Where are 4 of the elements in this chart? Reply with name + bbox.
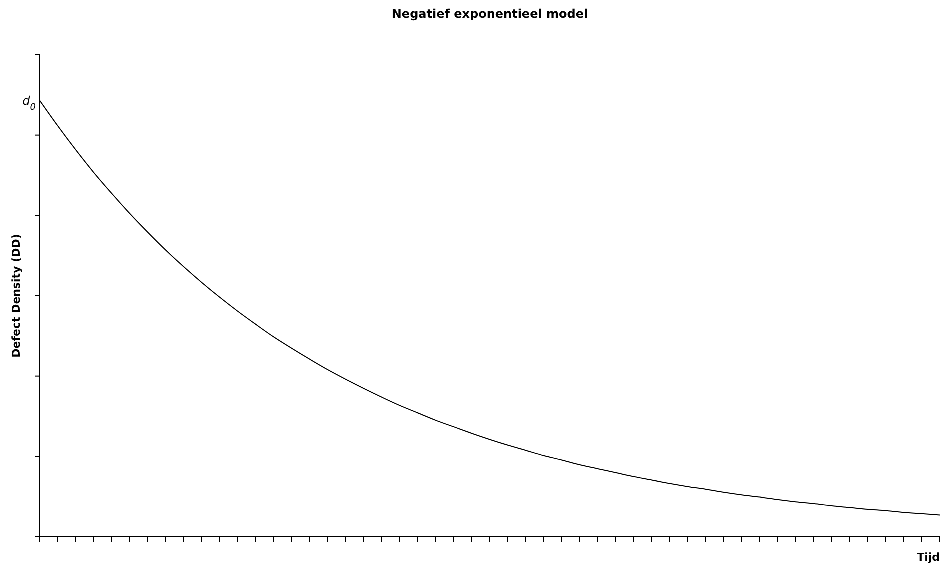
- x-axis-title: Tijd: [917, 551, 940, 564]
- chart-title: Negatief exponentieel model: [392, 7, 588, 21]
- y-axis-title: Defect Density (DD): [10, 234, 23, 358]
- text: d$_{0}$: [22, 94, 36, 113]
